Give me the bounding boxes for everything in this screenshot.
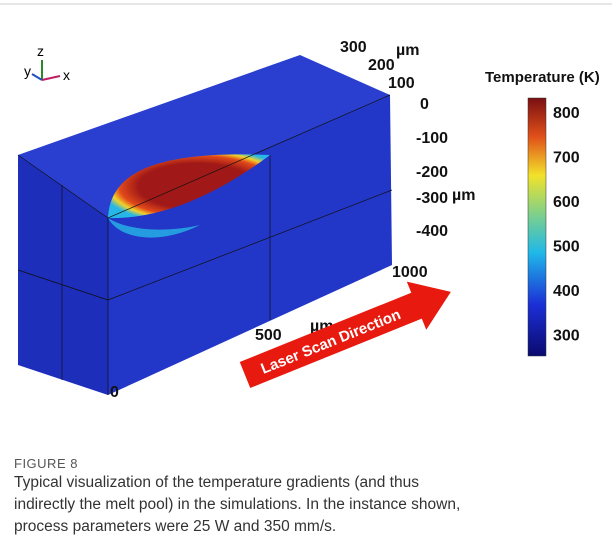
colorbar-tick: 400: [553, 283, 580, 300]
colorbar: [528, 98, 546, 356]
length-tick: 1000: [392, 264, 428, 281]
caption-line: process parameters were 25 W and 350 mm/…: [14, 518, 336, 536]
length-tick: 500: [255, 327, 282, 344]
depth-tick: -200: [416, 164, 448, 181]
triad-label: x: [63, 67, 70, 83]
colorbar-tick: 300: [553, 328, 580, 345]
depth-tick: 300: [340, 39, 367, 56]
depth-tick: -400: [416, 223, 448, 240]
unit-label: µm: [396, 42, 419, 59]
colorbar-tick: 800: [553, 105, 580, 122]
depth-tick: -100: [416, 130, 448, 147]
caption-line: Typical visualization of the temperature…: [14, 474, 419, 492]
depth-tick: -300: [416, 190, 448, 207]
triad-label: y: [24, 63, 31, 79]
caption-label: FIGURE 8: [14, 456, 78, 471]
colorbar-tick: 500: [553, 239, 580, 256]
depth-tick: 200: [368, 57, 395, 74]
axis-triad: y z x: [24, 43, 70, 83]
depth-tick: 100: [388, 75, 415, 92]
unit-label: µm: [452, 187, 475, 204]
colorbar-title: Temperature (K): [485, 69, 600, 86]
caption-line: indirectly the melt pool) in the simulat…: [14, 496, 460, 514]
colorbar-tick: 600: [553, 194, 580, 211]
length-tick: 0: [110, 384, 119, 401]
triad-label: z: [37, 43, 44, 59]
colorbar-tick: 700: [553, 150, 580, 167]
page: y z x 3002001000-100-200-300-400 µm µm 1…: [0, 0, 612, 554]
depth-tick: 0: [420, 96, 429, 113]
